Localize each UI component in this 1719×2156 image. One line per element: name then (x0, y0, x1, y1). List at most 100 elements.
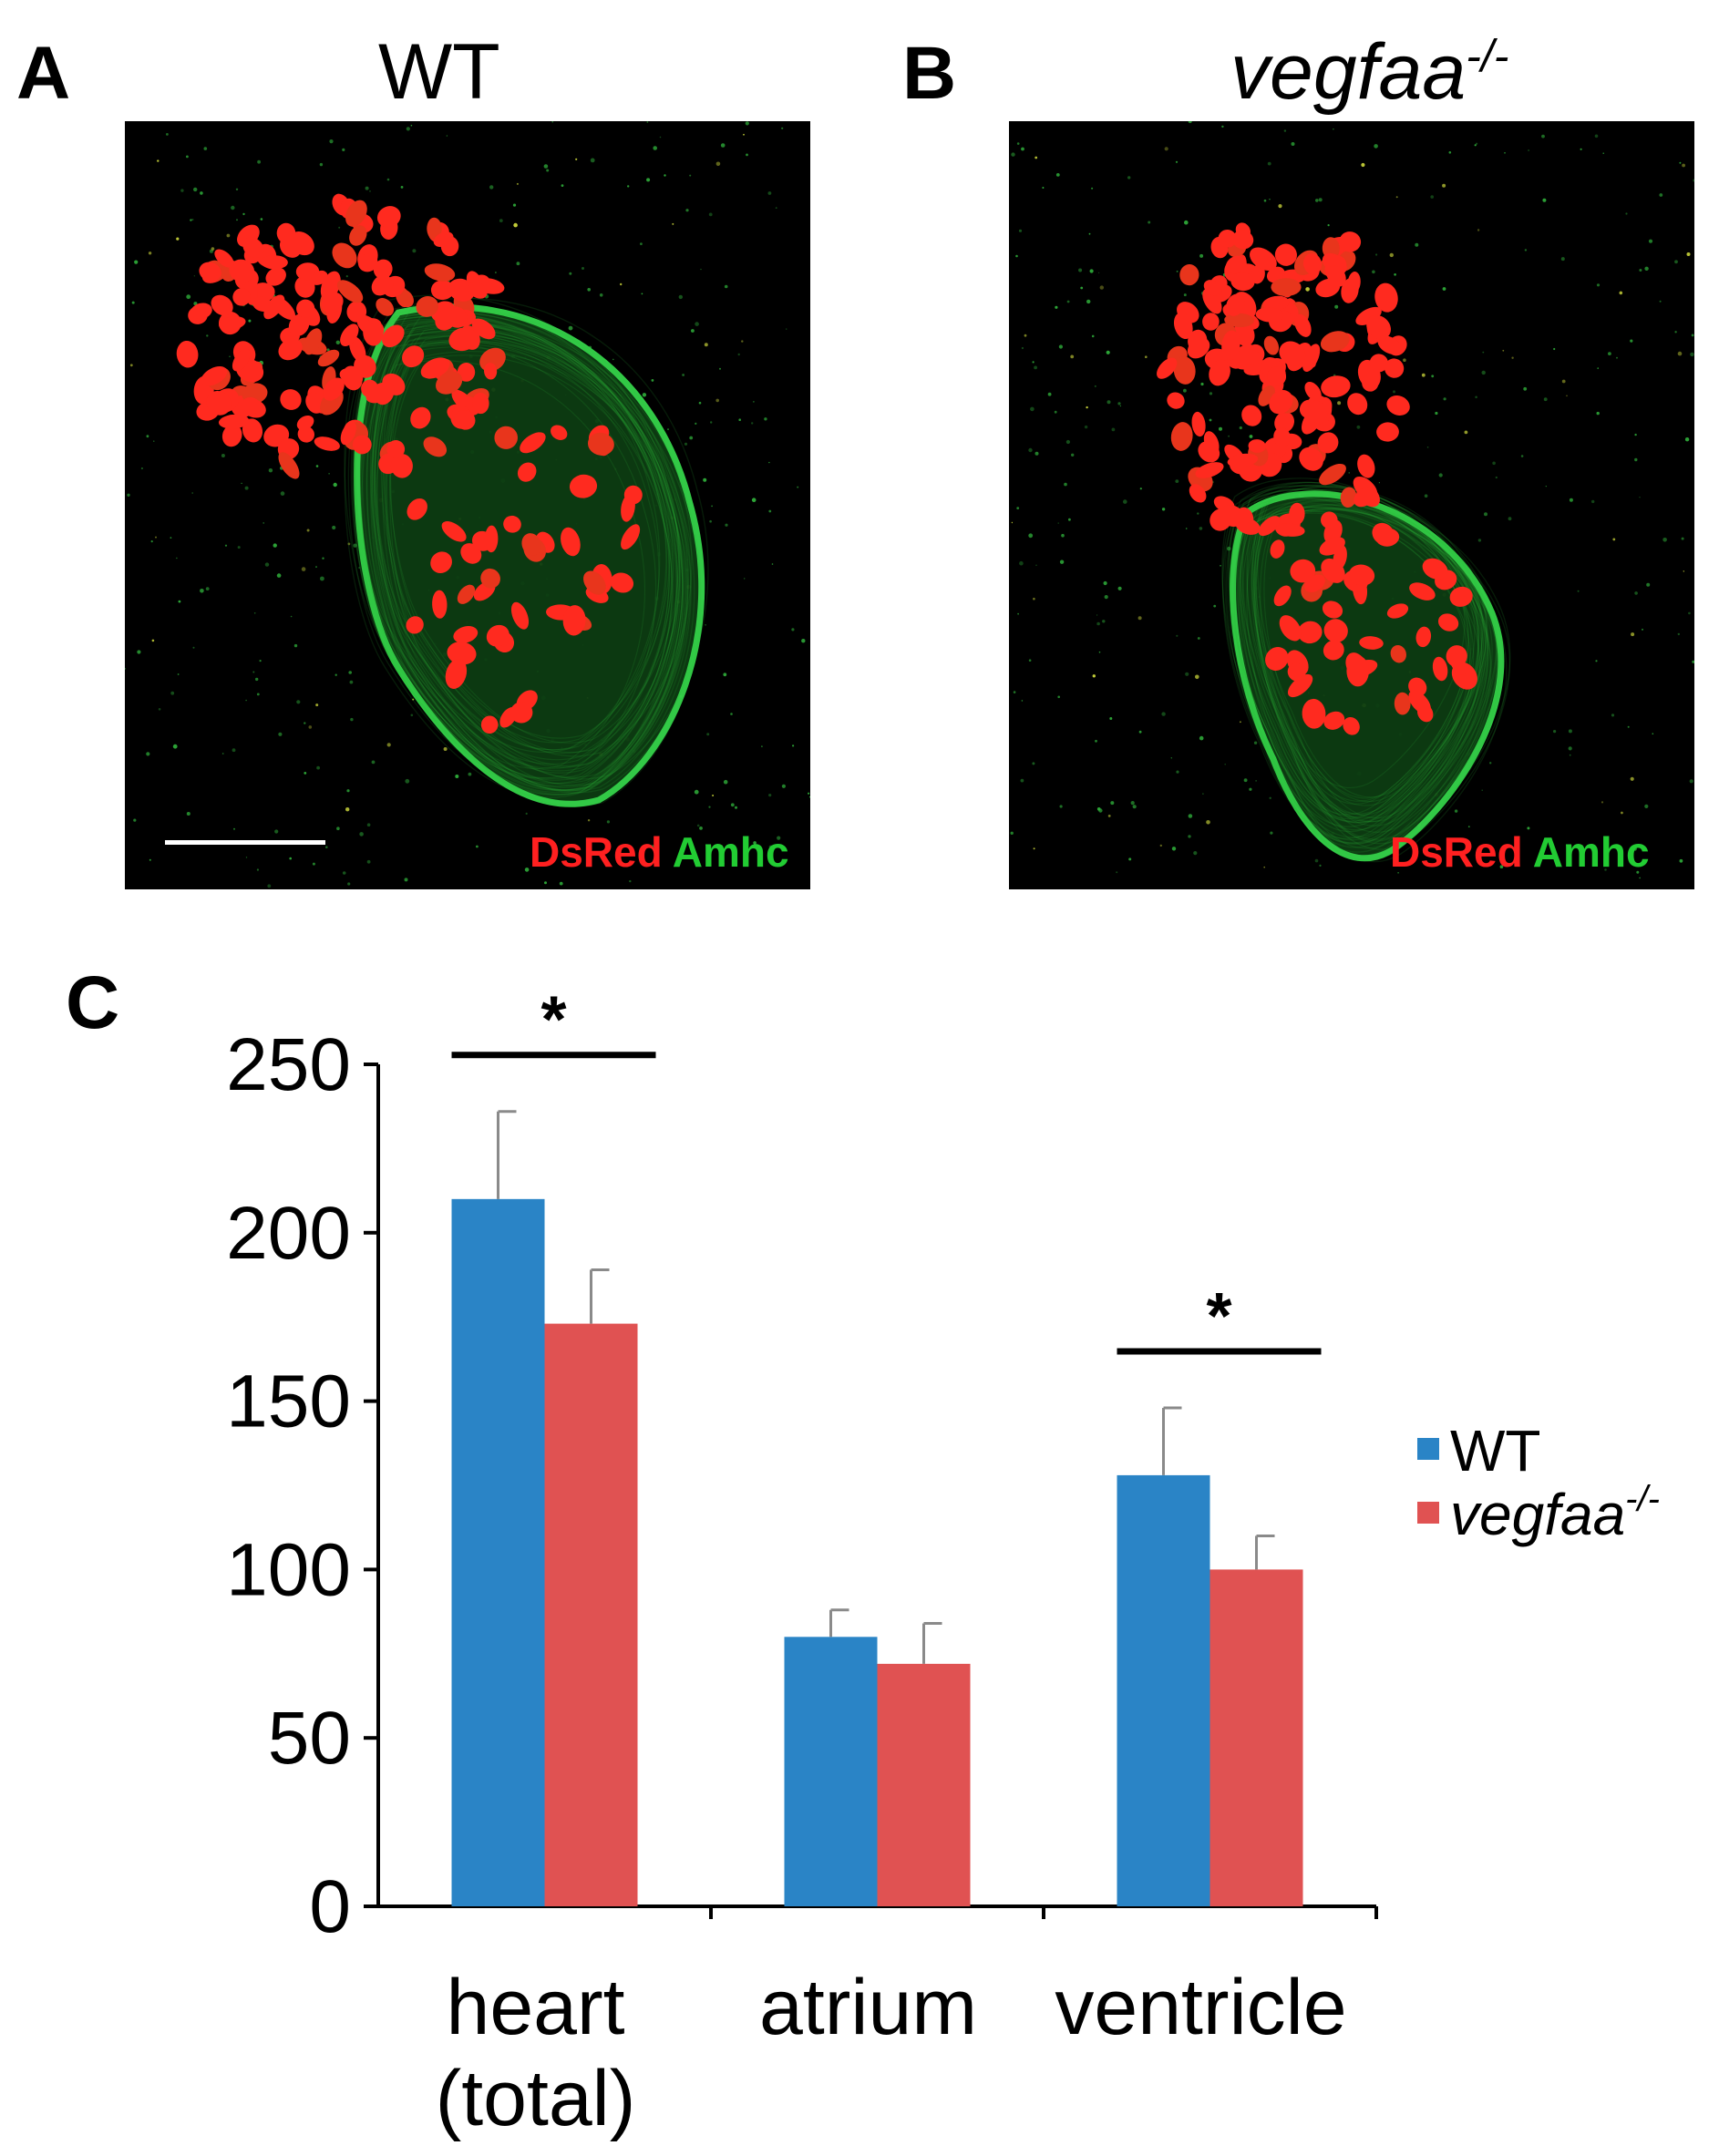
background-speck (306, 529, 310, 532)
background-speck (612, 358, 614, 361)
background-speck (725, 523, 728, 527)
background-speck (131, 301, 135, 304)
background-speck (260, 218, 263, 221)
panel-a-letter: A (16, 32, 71, 115)
background-speck (753, 401, 755, 403)
background-speck (723, 672, 727, 677)
bar (544, 1323, 638, 1906)
background-speck (1378, 482, 1380, 484)
background-speck (455, 775, 459, 778)
background-speck (237, 546, 241, 549)
background-speck (1659, 300, 1662, 303)
background-speck (568, 325, 573, 331)
background-speck (412, 698, 415, 701)
background-speck (315, 566, 317, 569)
background-speck (1523, 386, 1528, 391)
background-speck (1513, 845, 1518, 850)
background-speck (1489, 762, 1492, 765)
background-speck (700, 268, 702, 271)
background-speck (1098, 808, 1103, 813)
background-speck (711, 505, 713, 508)
background-speck (735, 806, 737, 809)
background-speck (664, 174, 666, 177)
background-speck (1625, 212, 1628, 215)
background-speck (1639, 877, 1641, 879)
background-speck (1601, 801, 1604, 804)
background-speck (1094, 385, 1096, 387)
background-speck (1199, 253, 1204, 258)
background-speck (1502, 349, 1505, 352)
x-tick-label: ventricle (1055, 1964, 1346, 2051)
background-speck (335, 673, 337, 676)
background-speck (312, 862, 315, 866)
background-speck (1454, 809, 1458, 813)
background-speck (140, 467, 143, 470)
background-speck (1679, 858, 1683, 863)
background-speck (1240, 721, 1241, 724)
background-speck (525, 812, 528, 816)
background-speck (1688, 611, 1691, 615)
background-speck (695, 322, 699, 326)
y-tick-label: 200 (226, 1192, 351, 1275)
background-speck (1195, 674, 1199, 680)
panel-b-title-base: vegfaa (1230, 28, 1467, 116)
background-speck (1659, 193, 1663, 197)
background-speck (1394, 273, 1396, 276)
background-speck (1099, 285, 1104, 290)
background-speck (262, 522, 264, 524)
background-speck (443, 747, 448, 751)
background-speck (365, 186, 369, 190)
background-speck (1199, 527, 1203, 530)
background-speck (1577, 590, 1580, 592)
background-speck (1690, 352, 1694, 357)
background-speck (1070, 354, 1075, 359)
background-speck (1161, 712, 1166, 716)
background-speck (231, 205, 235, 210)
background-speck (1621, 811, 1623, 815)
background-speck (685, 209, 689, 212)
background-speck (1415, 242, 1419, 247)
panel-b-title-sup: -/- (1466, 30, 1509, 82)
background-speck (158, 708, 161, 711)
background-speck (1520, 455, 1524, 457)
background-speck (274, 829, 279, 834)
background-speck (1059, 560, 1065, 564)
background-speck (1030, 406, 1034, 412)
background-speck (1175, 160, 1179, 163)
background-speck (495, 272, 497, 273)
background-speck (1107, 815, 1111, 817)
background-speck (606, 820, 611, 824)
background-speck (1508, 517, 1512, 521)
background-speck (1161, 508, 1166, 511)
background-speck (1619, 291, 1623, 295)
background-speck (125, 668, 127, 670)
background-speck (1662, 538, 1667, 542)
background-speck (587, 819, 591, 822)
background-speck (1527, 826, 1530, 830)
background-speck (278, 732, 283, 736)
background-speck (1176, 634, 1179, 637)
background-speck (1639, 497, 1641, 498)
background-speck (1249, 435, 1253, 438)
background-speck (1202, 793, 1204, 795)
background-speck (468, 772, 472, 776)
background-speck (1568, 729, 1572, 734)
background-speck (801, 639, 806, 643)
background-speck (1426, 447, 1429, 448)
background-speck (211, 247, 215, 251)
background-speck (326, 348, 330, 352)
background-speck (699, 826, 703, 830)
background-speck (587, 288, 591, 292)
background-speck (689, 436, 694, 440)
background-speck (719, 367, 721, 370)
background-speck (1278, 204, 1282, 209)
background-speck (1116, 871, 1118, 874)
background-speck (1197, 512, 1199, 515)
background-speck (1110, 801, 1115, 806)
background-speck (1630, 339, 1633, 343)
background-speck (1389, 252, 1394, 258)
background-speck (705, 623, 706, 626)
background-speck (1604, 868, 1607, 871)
background-speck (170, 691, 175, 695)
background-speck (1228, 435, 1230, 437)
